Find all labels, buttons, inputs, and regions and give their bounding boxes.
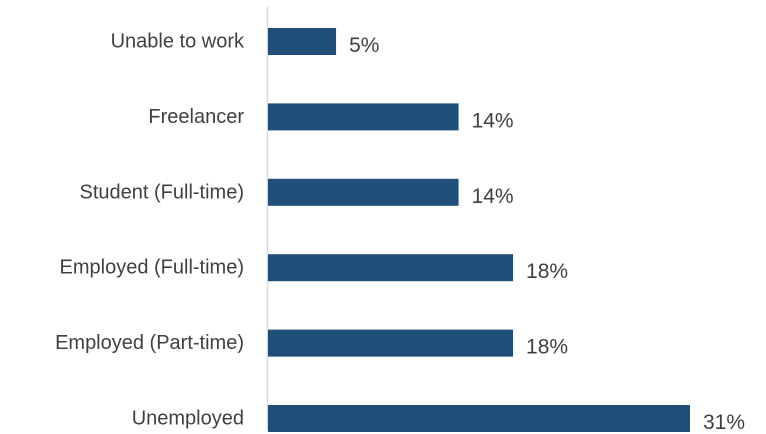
bar [268,28,337,55]
data-label: 18% [526,336,568,359]
bars [268,28,690,432]
bar [268,103,459,131]
data-label: 18% [526,260,568,283]
bar [268,405,690,432]
category-label: Employed (Part-time) [55,332,244,354]
data-label: 14% [472,185,514,208]
bar [268,254,514,282]
data-label: 31% [703,411,745,434]
category-label: Unemployed [132,408,244,430]
category-label: Unable to work [111,31,245,53]
data-label: 5% [349,34,379,57]
category-label: Student (Full-time) [80,181,245,203]
category-label: Freelancer [148,106,244,128]
category-label: Employed (Full-time) [60,257,244,279]
data-label: 14% [472,109,514,132]
data-labels: 5% 14% 14% 18% 18% 31% [349,34,745,434]
bar [268,329,514,357]
category-labels: Unable to work Freelancer Student (Full-ti… [55,31,245,430]
bar [268,178,459,206]
